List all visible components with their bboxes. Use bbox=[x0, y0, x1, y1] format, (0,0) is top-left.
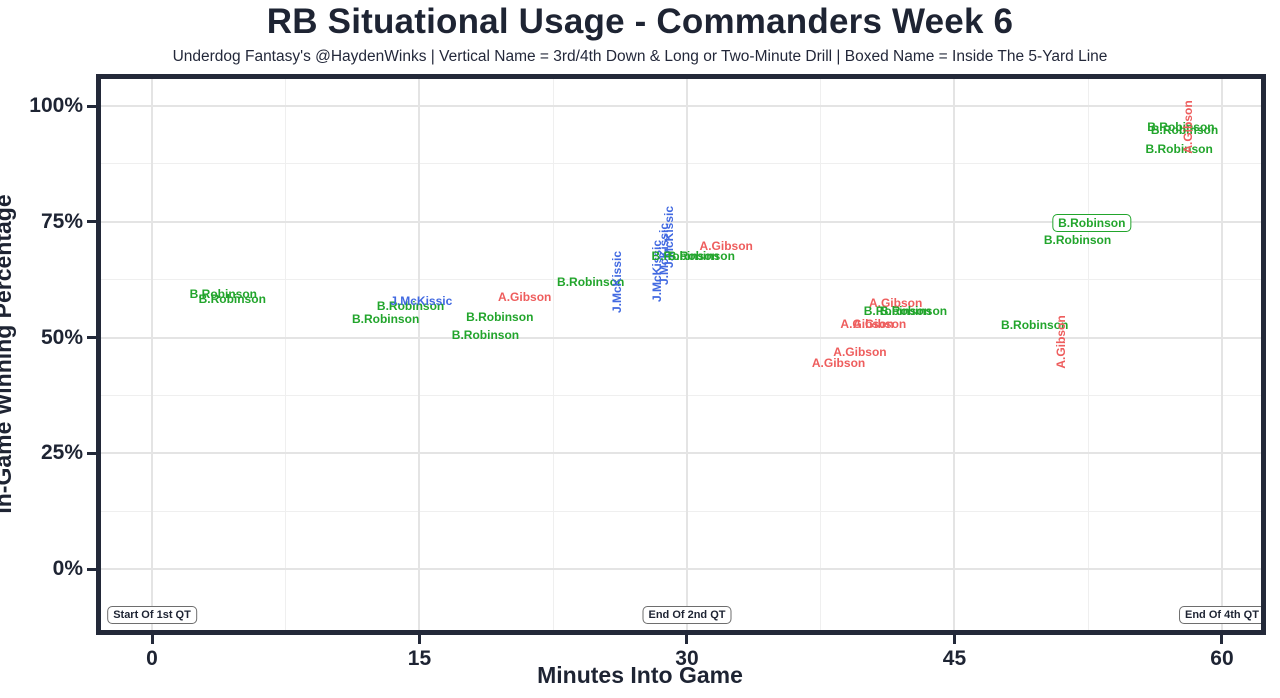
qt-annotation: Start Of 1st QT bbox=[107, 606, 197, 625]
player-label: B.Robinson bbox=[376, 298, 445, 313]
player-label: A.Gibson bbox=[699, 238, 753, 253]
player-label: B.Robinson bbox=[879, 303, 948, 318]
gridline-y-major bbox=[101, 220, 1261, 223]
chart-title: RB Situational Usage - Commanders Week 6 bbox=[266, 2, 1014, 41]
x-tick-mark bbox=[417, 635, 421, 644]
gridline-y-minor bbox=[101, 279, 1261, 281]
x-tick-label: 30 bbox=[675, 647, 699, 670]
player-label-boxed: B.Robinson bbox=[1052, 213, 1132, 232]
player-label: B.Robinson bbox=[466, 309, 534, 324]
player-label: B.Robinson bbox=[198, 291, 266, 306]
y-tick-mark bbox=[87, 567, 96, 571]
y-tick-label: 0% bbox=[52, 557, 83, 580]
gridline-x-major bbox=[418, 79, 421, 630]
y-tick-mark bbox=[87, 336, 96, 339]
qt-annotation: End Of 2nd QT bbox=[642, 606, 732, 625]
y-tick-mark bbox=[87, 104, 96, 108]
chart-subtitle: Underdog Fantasy's @HaydenWinks | Vertic… bbox=[172, 48, 1108, 65]
gridline-x-major bbox=[685, 79, 688, 630]
qt-annotation: End Of 4th QT bbox=[1178, 606, 1261, 625]
gridline-x-major bbox=[151, 79, 153, 630]
gridline-x-minor bbox=[1087, 79, 1089, 630]
player-label: B.Robinson bbox=[1043, 232, 1112, 247]
player-label: B.Robinson bbox=[1147, 119, 1215, 134]
x-tick-mark bbox=[685, 635, 689, 644]
plot-area: B.Robinson B.Robinson B.Robinson B.Robinson… bbox=[96, 74, 1266, 635]
gridline-y-major bbox=[101, 105, 1261, 107]
player-label: A.Gibson bbox=[498, 289, 552, 304]
player-label: B.Robinson bbox=[189, 287, 257, 302]
player-label: A.Gibson bbox=[1181, 100, 1196, 154]
player-label: J.McKissic bbox=[610, 251, 625, 314]
x-tick-label: 45 bbox=[942, 647, 967, 670]
player-label: B.Robinson bbox=[667, 249, 735, 264]
gridline-x-major bbox=[953, 79, 956, 630]
player-label: B.Robinson bbox=[1145, 142, 1213, 157]
gridline-y-minor bbox=[101, 394, 1261, 396]
gridline-y-minor bbox=[101, 510, 1261, 512]
player-label: J.McKissic bbox=[390, 294, 453, 309]
x-tick-mark bbox=[952, 635, 956, 644]
player-label: A.Gibson bbox=[811, 356, 866, 371]
player-label: B.Robinson bbox=[651, 248, 719, 263]
y-axis-title-text: In-Game Winning Percentage bbox=[0, 194, 16, 514]
gridline-x-minor bbox=[820, 79, 822, 630]
player-label: A.Gibson bbox=[852, 316, 907, 331]
gridline-y-major bbox=[101, 336, 1261, 339]
player-label: A.Gibson bbox=[833, 345, 887, 360]
y-tick-label: 100% bbox=[29, 94, 83, 117]
x-tick-mark bbox=[150, 635, 154, 644]
y-tick-label: 50% bbox=[40, 325, 83, 349]
x-axis-title: Minutes Into Game bbox=[537, 662, 743, 688]
x-tick-label: 15 bbox=[407, 647, 432, 670]
gridline-x-minor bbox=[285, 79, 287, 630]
gridline-x-minor bbox=[552, 79, 554, 630]
y-tick-label: 75% bbox=[40, 209, 83, 233]
gridline-x-major bbox=[1220, 79, 1223, 630]
y-tick-mark bbox=[87, 220, 96, 224]
y-tick-mark bbox=[87, 451, 96, 455]
player-label: A.Gibson bbox=[840, 316, 894, 331]
gridline-y-major bbox=[101, 452, 1261, 455]
player-label: B.Robinson bbox=[451, 327, 520, 342]
x-tick-label: 0 bbox=[146, 647, 158, 670]
player-label: B.Robinson bbox=[863, 303, 932, 318]
x-tick-label: 60 bbox=[1210, 647, 1234, 670]
player-label: B.Robinson bbox=[351, 312, 420, 327]
gridline-y-minor bbox=[101, 163, 1261, 165]
x-tick-mark bbox=[1220, 635, 1224, 644]
player-label: B.Robinson bbox=[557, 275, 625, 290]
player-label: B.Robinson bbox=[1150, 123, 1219, 138]
player-label: B.Robinson bbox=[1001, 318, 1069, 333]
gridline-y-major bbox=[101, 568, 1261, 570]
player-label: A.Gibson bbox=[1054, 314, 1069, 369]
player-label: A.Gibson bbox=[868, 295, 923, 310]
y-tick-label: 25% bbox=[40, 441, 83, 465]
